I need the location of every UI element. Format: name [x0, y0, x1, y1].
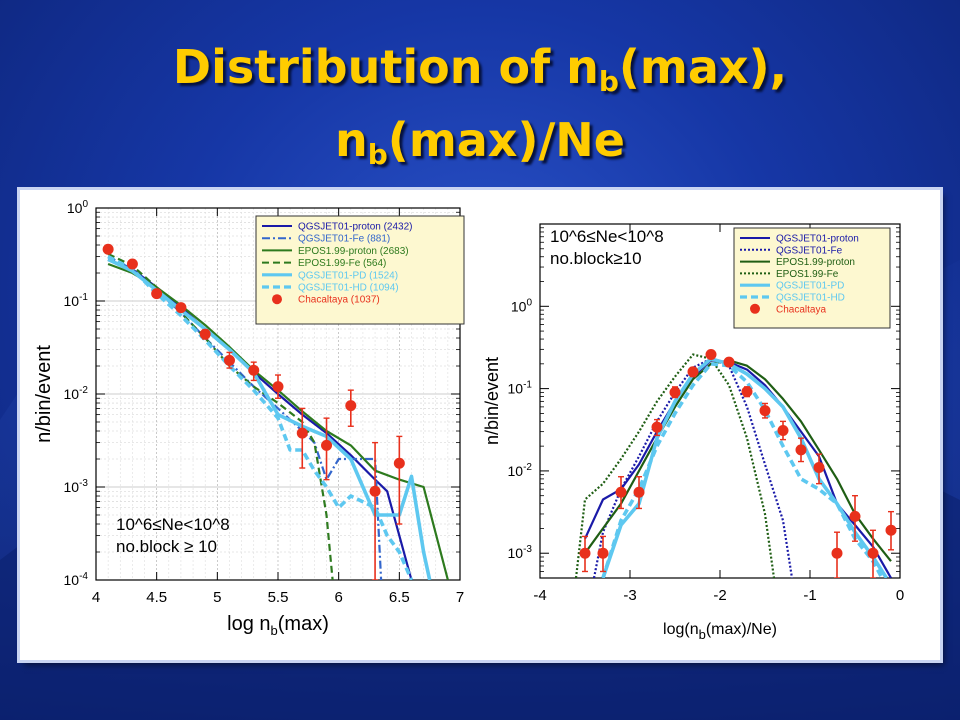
annotation-text: 10^6≤Ne<10^8: [116, 515, 230, 534]
legend-label: QGSJET01-PD: [776, 281, 844, 292]
legend-label: QGSJET01-proton (2432): [298, 222, 413, 233]
legend-label: QGSJET01-PD (1524): [298, 270, 398, 281]
data-point: [795, 444, 807, 456]
data-point: [651, 421, 663, 433]
data-point: [296, 427, 308, 439]
data-point: [705, 348, 717, 360]
y-tick-label: 100: [511, 297, 533, 314]
y-tick-label: 10-1: [508, 380, 533, 397]
data-point: [597, 547, 609, 559]
data-point: [369, 485, 381, 497]
y-tick-label: 100: [67, 199, 89, 216]
y-tick-label: 10-1: [64, 292, 89, 309]
y-tick-label: 10-2: [64, 385, 89, 402]
legend-label: QGSJET01-proton: [776, 234, 859, 245]
data-point: [102, 243, 114, 255]
data-point: [741, 386, 753, 398]
figure-svg: 4 4.5 5 5.5 6 6.5 7 10-4 10-3 10-2 10-1 100 log nb(m…: [33, 199, 904, 642]
series-line: [584, 359, 892, 578]
data-point: [345, 400, 357, 412]
data-point: [579, 547, 591, 559]
legend-box: [255, 215, 465, 325]
x-tick-label: 5.5: [268, 589, 289, 606]
data-point: [633, 486, 645, 498]
series-line: [592, 357, 794, 578]
series-line: [107, 255, 414, 580]
data-point: [867, 547, 879, 559]
series-group: [102, 243, 449, 580]
x-tick-label: -2: [713, 587, 726, 604]
chart-right: -4 -3 -2 -1 0 10-3 10-2 10-1 100 log(nb(max)/Ne) n…: [482, 223, 904, 642]
legend-marker: [750, 303, 760, 314]
annotation-text: 10^6≤Ne<10^8: [550, 227, 664, 246]
x-tick-label: 6.5: [389, 589, 410, 606]
y-tick-label: 10-3: [508, 544, 533, 561]
legend-label: QGSJET01-Fe (881): [298, 234, 390, 245]
legend-box: [733, 227, 891, 329]
data-point: [272, 381, 284, 393]
x-tick-label: -4: [533, 587, 546, 604]
data-point: [885, 524, 897, 536]
x-tick-label: 5: [213, 589, 221, 606]
series-line: [107, 257, 432, 580]
data-point: [321, 439, 333, 451]
data-point: [223, 354, 235, 366]
data-point: [687, 366, 699, 378]
legend-label: QGSJET01-HD (1094): [298, 283, 399, 294]
x-tick-label: 7: [456, 589, 464, 606]
legend-label: Chacaltaya: [776, 304, 826, 315]
legend-label: EPOS1.99-Fe: [776, 269, 839, 280]
series-line: [601, 362, 884, 578]
legend-label: EPOS1.99-proton: [776, 257, 855, 268]
x-tick-label: -1: [803, 587, 816, 604]
data-point: [849, 510, 861, 522]
y-axis-label: n/bin/event: [482, 357, 502, 445]
y-tick-label: 10-2: [508, 462, 533, 479]
x-tick-label: 6: [334, 589, 342, 606]
x-tick-label: 4.5: [146, 589, 167, 606]
slide-title: Distribution of nb(max), nb(max)/Ne: [0, 38, 960, 184]
series-group: [574, 348, 897, 578]
legend-label: EPOS1.99-Fe (564): [298, 258, 386, 269]
x-axis-label: log nb(max): [227, 613, 329, 638]
data-point: [199, 328, 211, 340]
x-axis-label: log(nb(max)/Ne): [663, 621, 777, 642]
series-line: [574, 353, 776, 578]
y-tick-label: 10-3: [64, 478, 89, 495]
chart-left: 4 4.5 5 5.5 6 6.5 7 10-4 10-3 10-2 10-1 100 log nb(m…: [33, 199, 465, 638]
data-point: [759, 405, 771, 417]
x-tick-label: 0: [896, 587, 904, 604]
data-point: [248, 364, 260, 376]
x-tick-label: -3: [623, 587, 636, 604]
title-line-2: nb(max)/Ne: [335, 113, 625, 171]
figure-panel: 4 4.5 5 5.5 6 6.5 7 10-4 10-3 10-2 10-1 100 log nb(m…: [20, 190, 940, 660]
y-tick-label: 10-4: [64, 571, 89, 588]
data-point: [669, 386, 681, 398]
series-line: [584, 359, 892, 562]
legend-label: QGSJET01-HD: [776, 293, 845, 304]
annotation-text: no.block≥10: [550, 249, 642, 268]
data-point: [723, 356, 735, 368]
annotation-text: no.block ≥ 10: [116, 537, 217, 556]
data-point: [615, 486, 627, 498]
legend-label: QGSJET01-Fe: [776, 245, 843, 256]
data-point: [393, 457, 405, 469]
legend-marker: [272, 294, 282, 305]
data-point: [151, 288, 163, 300]
legend-label: EPOS1.99-proton (2683): [298, 246, 409, 257]
data-point: [777, 424, 789, 436]
data-point: [175, 302, 187, 314]
title-line-1: Distribution of nb(max),: [172, 40, 788, 98]
data-point: [126, 258, 138, 270]
x-tick-label: 4: [92, 589, 100, 606]
legend-label: Chacaltaya (1037): [298, 295, 380, 306]
data-point: [813, 462, 825, 474]
data-point: [831, 547, 843, 559]
y-axis-label: n/bin/event: [33, 345, 55, 443]
